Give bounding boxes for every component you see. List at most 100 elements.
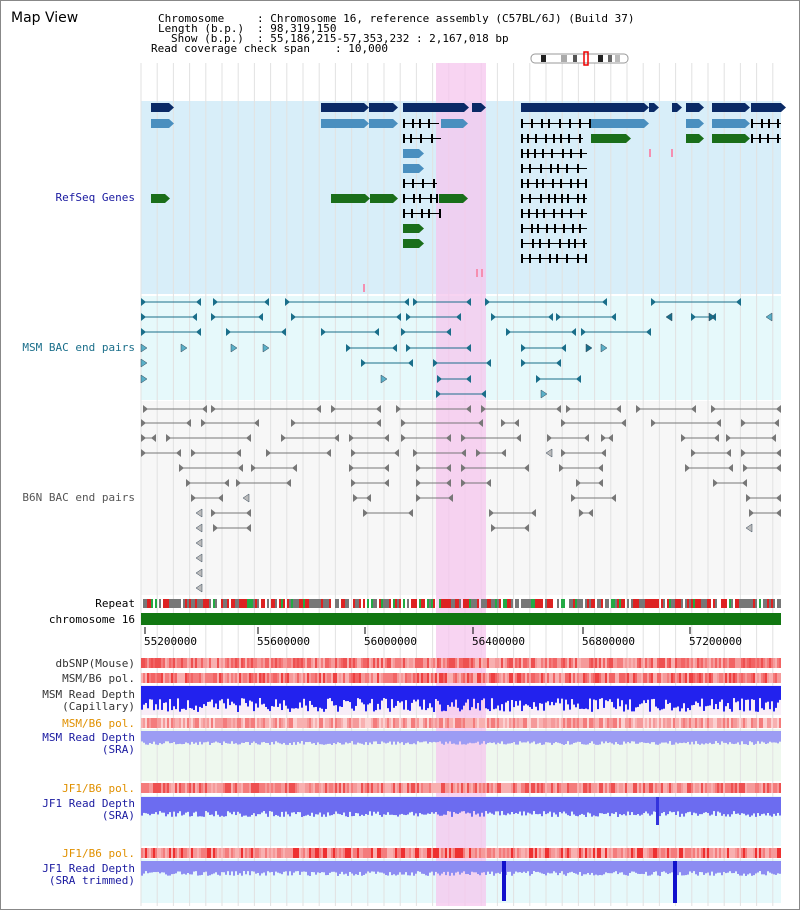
jf1-sra-depth — [729, 797, 731, 817]
jf1-b6-pol-heat — [491, 783, 493, 793]
jf1-sra-depth — [183, 797, 185, 815]
b6n-bac-pair-end — [726, 449, 731, 457]
jf1-b6-pol2-heat — [429, 848, 431, 858]
coverage-label: Read coverage check span — [151, 42, 310, 55]
jf1-trim-depth — [491, 861, 493, 872]
dbsnp-heat — [207, 658, 209, 668]
msm-bac-pair-end — [264, 298, 269, 306]
jf1-b6-pol-heat — [205, 783, 207, 793]
msm-b6-pol2-heat — [487, 718, 489, 728]
repeat-mark — [471, 599, 473, 608]
msm-b6-pol-heat — [447, 673, 449, 683]
jf1-trim-depth — [437, 861, 439, 874]
jf1-sra-depth — [413, 797, 415, 816]
msm-b6-pol-heat — [359, 673, 361, 683]
jf1-b6-pol2-heat — [229, 848, 231, 858]
jf1-trim-depth — [317, 861, 319, 873]
dbsnp-heat — [439, 658, 441, 668]
msm-b6-pol2-heat — [235, 718, 237, 728]
track-label-refseq-genes[interactable]: RefSeq Genes — [55, 191, 135, 204]
msm-b6-pol-heat — [167, 673, 169, 683]
msm-b6-pol-heat — [169, 673, 171, 683]
msm-b6-pol-heat — [425, 673, 427, 683]
exon — [572, 224, 574, 233]
jf1-b6-pol-heat — [717, 783, 719, 793]
msm-b6-pol-heat — [319, 673, 321, 683]
jf1-b6-pol-heat — [161, 783, 163, 793]
msm-capillary-depth — [427, 686, 429, 709]
repeat-mark — [709, 599, 711, 608]
jf1-b6-pol2-heat — [383, 848, 385, 858]
msm-b6-pol2-heat — [617, 718, 619, 728]
ideogram-band — [615, 55, 620, 62]
jf1-b6-pol2-heat — [377, 848, 379, 858]
repeat-mark — [635, 599, 637, 608]
jf1-b6-pol2-heat — [415, 848, 417, 858]
repeat-mark — [195, 599, 197, 608]
msm-bac-end — [180, 343, 188, 353]
msm-bac-pair-end — [481, 390, 486, 398]
jf1-trim-depth — [421, 861, 423, 874]
msm-capillary-depth — [491, 686, 493, 699]
msm-sra-depth — [427, 731, 429, 744]
jf1-b6-pol-heat — [545, 783, 547, 793]
msm-b6-pol2-heat — [733, 718, 735, 728]
msm-b6-pol2-heat — [653, 718, 655, 728]
jf1-b6-pol2-heat — [145, 848, 147, 858]
jf1-b6-pol-heat — [307, 783, 309, 793]
repeat-mark — [477, 599, 479, 608]
msm-capillary-depth — [757, 686, 759, 712]
b6n-bac-pair-end — [186, 479, 191, 487]
repeat-mark — [297, 599, 299, 608]
msm-capillary-depth — [253, 686, 255, 712]
jf1-trim-depth — [493, 861, 495, 876]
msm-b6-pol-heat — [565, 673, 567, 683]
jf1-b6-pol2-heat — [657, 848, 659, 858]
jf1-b6-pol-heat — [637, 783, 639, 793]
jf1-trim-depth — [269, 861, 271, 873]
dbsnp-heat — [233, 658, 235, 668]
dbsnp-heat — [583, 658, 585, 668]
msm-bac-pair-end — [281, 328, 286, 336]
msm-sra-depth — [413, 731, 415, 744]
msm-b6-pol2-heat — [541, 718, 543, 728]
repeat-mark — [547, 599, 549, 608]
jf1-b6-pol-heat — [481, 783, 483, 793]
jf1-b6-pol-heat — [373, 783, 375, 793]
jf1-b6-pol2-heat — [709, 848, 711, 858]
jf1-sra-depth — [325, 797, 327, 817]
jf1-sra-depth — [637, 797, 639, 815]
jf1-b6-pol-heat — [465, 783, 467, 793]
jf1-trim-depth — [325, 861, 327, 876]
msm-capillary-depth — [749, 686, 751, 711]
msm-capillary-depth — [287, 686, 289, 709]
track-label-msm-bac[interactable]: MSM BAC end pairs — [22, 341, 135, 354]
msm-b6-pol-heat — [501, 673, 503, 683]
refseq-gene-arrow — [745, 103, 750, 112]
jf1-b6-pol2-heat — [245, 848, 247, 858]
repeat-mark — [337, 599, 339, 608]
jf1-b6-pol-heat — [171, 783, 173, 793]
jf1-b6-pol2-heat — [317, 848, 319, 858]
msm-sra-depth — [261, 731, 263, 743]
dbsnp-heat — [707, 658, 709, 668]
msm-capillary-depth — [367, 686, 369, 705]
msm-sra-depth — [195, 731, 197, 743]
dbsnp-heat — [635, 658, 637, 668]
msm-capillary-depth — [361, 686, 363, 703]
refseq-gene — [370, 194, 393, 203]
jf1-trim-depth — [385, 861, 387, 876]
jf1-trim-depth — [537, 861, 539, 872]
exon — [433, 179, 435, 188]
jf1-sra-depth — [765, 797, 767, 816]
b6n-bac-pair-end — [376, 405, 381, 413]
msm-b6-pol-heat — [693, 673, 695, 683]
msm-sra-depth — [223, 731, 225, 742]
track-label-b6n-bac[interactable]: B6N BAC end pairs — [22, 491, 135, 504]
repeat-mark — [363, 599, 365, 608]
jf1-sra-depth — [697, 797, 699, 816]
jf1-b6-pol2-heat — [491, 848, 493, 858]
msm-capillary-depth — [647, 686, 649, 700]
repeat-mark — [627, 599, 629, 608]
